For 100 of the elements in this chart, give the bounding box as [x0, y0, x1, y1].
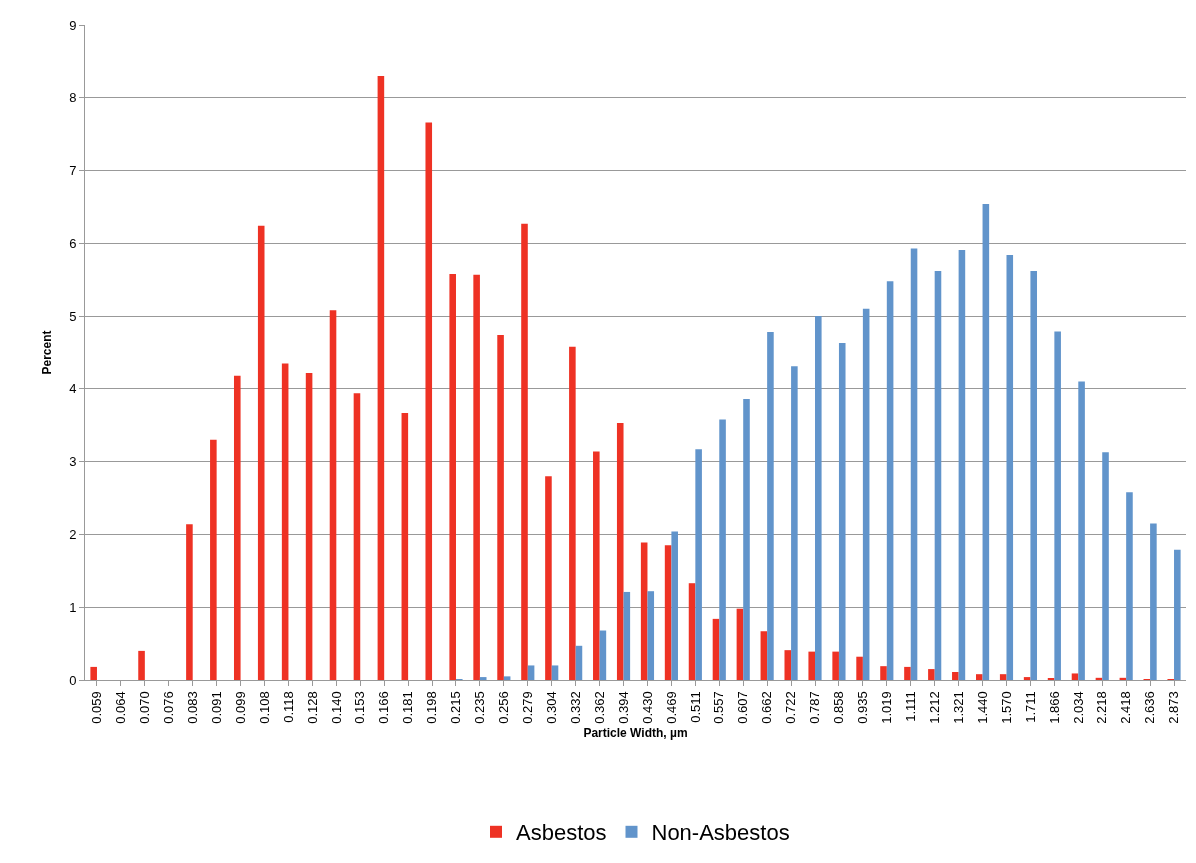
bar: [886, 281, 894, 680]
bar: [1030, 270, 1038, 680]
x-tick-label: 0.235: [472, 691, 488, 724]
x-tick-label: 0.394: [615, 691, 631, 724]
x-tick-label: 0.091: [208, 691, 224, 724]
bar: [233, 375, 241, 680]
x-tick-label: 1.111: [902, 691, 918, 722]
x-tick-label: 0.198: [424, 691, 440, 724]
bar: [1102, 452, 1109, 680]
bar: [743, 399, 750, 680]
bar: [623, 591, 631, 680]
y-axis-title: Percent: [40, 330, 54, 375]
bar: [767, 332, 774, 680]
bar: [575, 645, 583, 680]
bar: [305, 372, 313, 680]
bar: [791, 366, 798, 680]
bar: [377, 75, 385, 680]
bar: [760, 631, 768, 680]
bar: [975, 674, 983, 680]
x-tick-label: 0.935: [855, 691, 871, 724]
x-tick-label: 0.557: [711, 691, 727, 724]
bar: [695, 449, 702, 680]
x-tick-label: 1.440: [974, 691, 990, 724]
y-tick-label: 8: [69, 90, 77, 106]
x-tick-label: 1.866: [1046, 691, 1062, 724]
bar: [186, 524, 193, 680]
x-tick-label: 0.430: [639, 691, 655, 724]
bar: [401, 412, 409, 680]
bar: [503, 676, 511, 680]
bar: [593, 451, 600, 680]
bar: [808, 651, 816, 680]
x-tick-label: 0.279: [520, 691, 536, 724]
x-tick-label: 2.636: [1142, 691, 1158, 724]
y-tick-label: 0: [69, 672, 77, 688]
bar: [647, 591, 655, 680]
x-tick-label: 0.118: [280, 691, 296, 723]
bar: [910, 248, 918, 680]
bar: [982, 204, 990, 680]
bar: [856, 656, 863, 680]
x-tick-label: 0.059: [89, 691, 105, 724]
y-tick-label: 6: [69, 235, 77, 251]
bar: [928, 669, 935, 680]
y-tick-label: 9: [69, 17, 77, 33]
bar: [1150, 523, 1157, 680]
x-tick-label: 0.128: [304, 691, 320, 724]
x-tick-label: 0.787: [807, 691, 823, 724]
bar: [425, 122, 433, 680]
x-tick-label: 0.108: [256, 691, 272, 724]
x-tick-label: 0.511: [687, 691, 703, 723]
bar: [712, 618, 720, 680]
x-tick-label: 1.019: [879, 691, 895, 724]
y-tick-label: 5: [69, 308, 77, 324]
x-tick-label: 2.873: [1166, 691, 1182, 724]
bar: [1054, 331, 1061, 680]
bar: [1023, 677, 1031, 680]
bar: [281, 363, 289, 680]
bar: [329, 310, 337, 680]
bar: [999, 674, 1007, 680]
bar: [616, 423, 624, 680]
bar: [934, 270, 942, 680]
x-tick-label: 2.034: [1070, 691, 1086, 724]
bar: [521, 223, 528, 680]
bar: [599, 630, 607, 680]
x-tick-label: 0.070: [137, 691, 153, 724]
x-tick-label: 0.858: [831, 691, 847, 724]
bar: [880, 666, 887, 680]
bar: [719, 419, 726, 680]
x-axis-title: Particle Width, µm: [583, 725, 688, 740]
bar: [353, 393, 361, 680]
bar: [664, 545, 672, 680]
bar: [862, 308, 870, 680]
bar: [815, 316, 822, 680]
x-tick-label: 0.076: [161, 691, 176, 724]
x-tick-label: 0.607: [735, 691, 751, 724]
y-tick-label: 2: [69, 526, 77, 542]
x-tick-label: 0.304: [543, 691, 559, 724]
bar: [138, 650, 145, 680]
bar: [473, 274, 480, 680]
bar: [958, 249, 966, 680]
x-tick-label: 0.722: [783, 691, 799, 724]
bar: [1174, 549, 1181, 680]
x-tick-label: 0.083: [184, 691, 200, 724]
x-tick-label: 1.570: [998, 691, 1014, 724]
bar: [527, 665, 535, 680]
y-tick-label: 1: [69, 599, 77, 615]
x-tick-label: 0.215: [448, 691, 464, 724]
bar: [449, 273, 456, 680]
bar: [1078, 381, 1085, 680]
x-tick-label: 0.099: [232, 691, 248, 724]
x-tick-label: 0.153: [352, 691, 368, 724]
x-tick-label: 1.212: [926, 691, 942, 724]
x-tick-label: 0.469: [663, 691, 679, 724]
bar: [210, 439, 217, 680]
x-tick-label: 0.256: [496, 691, 512, 724]
bar: [479, 677, 487, 680]
x-tick-label: 1.321: [950, 691, 966, 724]
bar: [1126, 492, 1133, 680]
bar: [1071, 673, 1079, 680]
bar: [904, 666, 911, 680]
x-tick-label: 0.662: [759, 691, 775, 724]
